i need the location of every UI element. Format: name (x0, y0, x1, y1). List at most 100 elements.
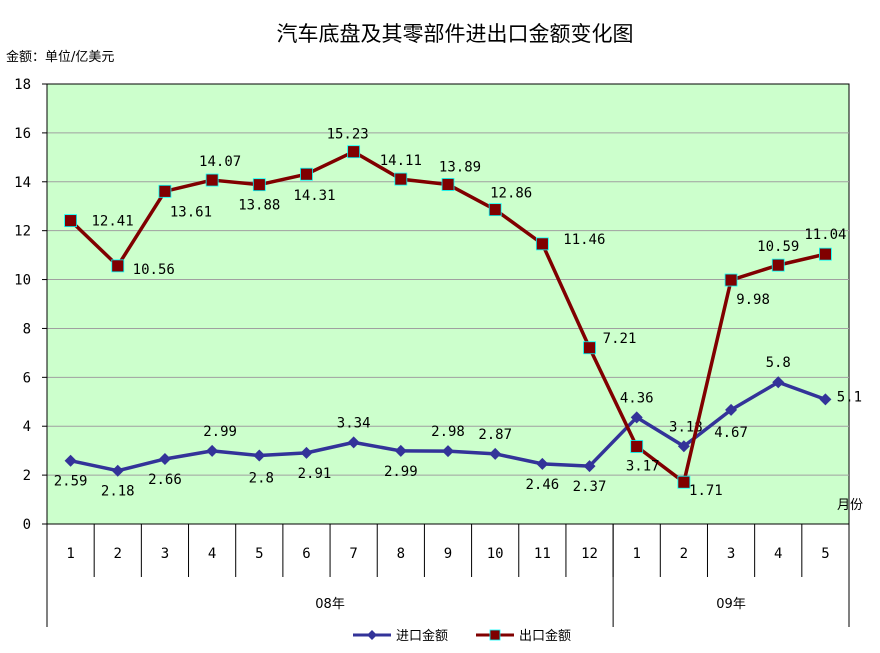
export-point (158, 184, 172, 198)
import-data-label: 2.18 (101, 484, 135, 500)
y-tick-label: 8 (23, 321, 31, 337)
export-data-label: 10.56 (133, 262, 175, 278)
x-tick-label: 2 (114, 546, 122, 562)
x-tick-label: 11 (534, 546, 551, 562)
import-point (253, 449, 266, 462)
import-point (630, 411, 643, 424)
y-tick-label: 16 (14, 126, 31, 142)
x-tick-label: 2 (680, 546, 688, 562)
import-point (536, 457, 549, 470)
x-tick-label: 9 (444, 546, 452, 562)
import-point (347, 436, 360, 449)
year-group-label: 08年 (315, 597, 345, 612)
export-data-label: 12.86 (490, 186, 532, 202)
export-point (488, 203, 502, 217)
export-point (771, 258, 785, 272)
export-point (300, 167, 313, 181)
export-point (583, 341, 596, 355)
x-tick-label: 1 (632, 546, 640, 562)
import-point (489, 447, 502, 460)
x-tick-label: 5 (255, 546, 263, 562)
export-data-label: 3.17 (626, 459, 660, 475)
export-data-label: 1.71 (689, 483, 723, 499)
series-layer: 2.59 2.18 2.66 2.99 2.8 2.91 3.34 2.99 2.98 2.87 2… (54, 127, 862, 500)
import-point (677, 440, 690, 453)
export-point (819, 247, 832, 261)
import-data-label: 2.91 (298, 466, 332, 482)
export-point (677, 475, 691, 489)
y-tick-label: 0 (23, 517, 31, 533)
import-point (158, 452, 171, 465)
import-point (772, 376, 785, 389)
legend-marker (489, 629, 501, 641)
x-tick-label: 12 (581, 546, 598, 562)
y-axis-unit-label: 金额：单位/亿美元 (6, 49, 114, 65)
import-data-label: 2.37 (573, 479, 607, 495)
import-data-label: 5.1 (837, 389, 862, 405)
export-point (205, 173, 219, 187)
y-tick-label: 14 (14, 175, 31, 191)
y-tick-label: 18 (14, 77, 31, 93)
import-point (725, 403, 738, 416)
export-data-label: 13.88 (238, 198, 280, 214)
import-point (583, 460, 596, 473)
x-tick-label: 10 (487, 546, 504, 562)
import-data-label: 2.46 (525, 477, 559, 493)
import-data-label: 5.8 (766, 355, 791, 371)
import-point (64, 454, 77, 467)
y-tick-label: 10 (14, 273, 31, 289)
import-data-label: 2.99 (384, 464, 418, 480)
import-data-label: 2.87 (478, 427, 512, 443)
year-group-label: 09年 (716, 597, 746, 612)
import-point (819, 393, 832, 406)
export-data-label: 14.07 (199, 154, 241, 170)
export-point (347, 145, 361, 159)
import-data-label: 2.98 (431, 424, 465, 440)
x-tick-label: 4 (208, 546, 216, 562)
export-point (630, 440, 644, 453)
export-point (441, 178, 455, 191)
export-data-label: 14.31 (293, 188, 335, 204)
y-axis-ticks: 0 2 4 6 8 10 12 14 16 18 (14, 77, 47, 533)
import-point (442, 445, 454, 458)
x-tick-label: 8 (397, 546, 405, 562)
chart-title: 汽车底盘及其零部件进出口金额变化图 (277, 22, 634, 46)
y-tick-label: 2 (23, 468, 31, 484)
year-groups: 08年 09年 (315, 524, 746, 627)
import-data-label: 4.67 (714, 425, 748, 441)
export-point (394, 172, 408, 186)
legend: 进口金额 出口金额 (353, 628, 571, 644)
export-point (111, 259, 125, 273)
x-tick-label: 6 (302, 546, 310, 562)
export-data-label: 15.23 (327, 127, 369, 143)
x-axis-ticks: 1 2 3 4 5 6 7 8 9 10 11 12 1 2 3 4 5 (66, 524, 850, 627)
import-data-label: 2.8 (249, 471, 274, 487)
import-point (394, 444, 407, 457)
export-point (535, 237, 549, 251)
export-data-label: 9.98 (736, 292, 770, 308)
x-tick-label: 1 (66, 546, 74, 562)
y-tick-label: 4 (23, 419, 31, 435)
legend-label: 出口金额 (519, 628, 571, 644)
export-point (724, 273, 738, 287)
gridlines (47, 132, 849, 476)
x-tick-label: 3 (161, 546, 169, 562)
export-data-label: 7.21 (603, 331, 637, 347)
import-data-label: 4.36 (620, 390, 654, 406)
import-data-label: 2.66 (148, 472, 182, 488)
y-tick-label: 6 (23, 370, 31, 386)
import-point (206, 444, 219, 457)
export-data-label: 11.46 (563, 232, 605, 248)
legend-label: 进口金额 (396, 628, 448, 644)
export-point (252, 178, 266, 192)
export-data-label: 11.04 (804, 227, 846, 243)
import-point (111, 464, 124, 477)
x-tick-label: 4 (774, 546, 782, 562)
export-data-label: 13.89 (439, 159, 481, 175)
x-tick-label: 3 (727, 546, 735, 562)
x-tick-label: 5 (821, 546, 829, 562)
import-data-label: 2.59 (54, 474, 88, 490)
axes (46, 84, 849, 627)
export-point (64, 214, 77, 228)
